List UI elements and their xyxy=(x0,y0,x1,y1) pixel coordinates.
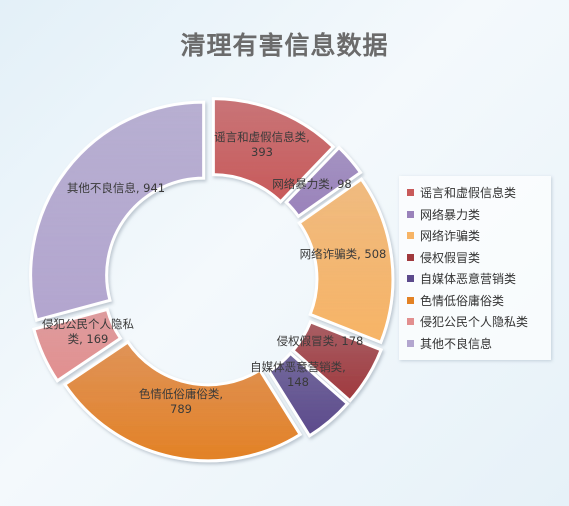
legend-label: 自媒体恶意营销类 xyxy=(420,272,517,287)
legend-swatch xyxy=(407,189,414,197)
slice-data-label: 自媒体恶意营销类, 148 xyxy=(250,360,346,389)
legend-label: 侵权假冒类 xyxy=(420,250,481,265)
legend-item: 自媒体恶意营销类 xyxy=(407,268,551,290)
donut-slice xyxy=(211,97,336,204)
legend-label: 网络诈骗类 xyxy=(420,229,481,244)
legend-item: 其他不良信息 xyxy=(407,333,551,355)
legend-item: 谣言和虚假信息类 xyxy=(407,182,551,204)
donut-slice xyxy=(267,351,350,438)
donut-slice xyxy=(284,145,363,219)
legend-swatch xyxy=(407,318,414,326)
slice-data-label: 谣言和虚假信息类, 393 xyxy=(214,130,310,159)
legend-swatch xyxy=(407,275,414,283)
slice-data-label: 网络诈骗类, 508 xyxy=(300,247,387,261)
legend-item: 网络诈骗类 xyxy=(407,225,551,247)
legend-label: 谣言和虚假信息类 xyxy=(420,186,517,201)
chart-title: 清理有害信息数据 xyxy=(180,31,389,60)
legend-swatch xyxy=(407,339,414,347)
slice-data-label: 侵权假冒类, 178 xyxy=(277,334,364,348)
chart-legend: 谣言和虚假信息类 网络暴力类网络诈骗类侵权假冒类自媒体恶意营销类 色情低俗庸俗类侵犯… xyxy=(399,176,551,360)
donut-slice xyxy=(29,100,206,322)
donut-slice xyxy=(32,307,123,383)
slice-data-label: 侵犯公民个人隐私类, 169 xyxy=(42,317,134,346)
legend-item: 侵犯公民个人隐私类 xyxy=(407,311,551,333)
legend-swatch xyxy=(407,296,414,304)
legend-item: 侵权假冒类 xyxy=(407,247,551,269)
slice-data-label: 色情低俗庸俗类, 789 xyxy=(139,387,223,416)
donut-slice xyxy=(62,339,303,463)
legend-swatch xyxy=(407,253,414,261)
donut-slice xyxy=(297,177,395,345)
slice-data-label: 其他不良信息, 941 xyxy=(67,181,165,195)
legend-label: 其他不良信息 xyxy=(420,336,493,351)
donut-slice xyxy=(290,319,384,403)
legend-swatch xyxy=(407,210,414,218)
legend-item: 色情低俗庸俗类 xyxy=(407,290,551,312)
legend-label: 网络暴力类 xyxy=(420,207,481,222)
slice-data-label: 网络暴力类, 98 xyxy=(272,177,351,191)
legend-label: 色情低俗庸俗类 xyxy=(420,293,505,308)
legend-item: 网络暴力类 xyxy=(407,204,551,226)
legend-swatch xyxy=(407,232,414,240)
legend-label: 侵犯公民个人隐私类 xyxy=(420,315,529,330)
